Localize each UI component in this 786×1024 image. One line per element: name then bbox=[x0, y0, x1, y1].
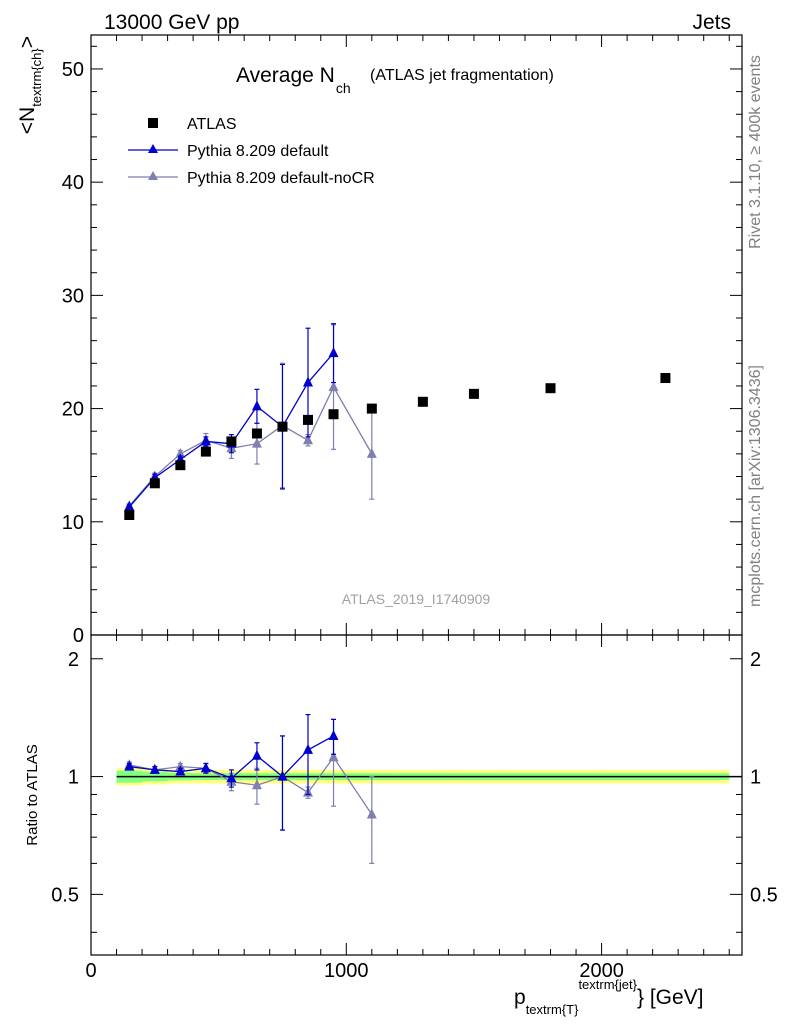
atlas-point bbox=[328, 409, 339, 420]
nocr-point bbox=[175, 447, 186, 458]
legend-default-label: Pythia 8.209 default bbox=[187, 143, 329, 160]
ratio-y-tick-label-right: 2 bbox=[750, 649, 761, 671]
ratio-plot-frame bbox=[90, 634, 743, 956]
main-y-label-sub: textrm{ch} bbox=[29, 48, 44, 107]
x-label-sub: textrm{T} bbox=[526, 1002, 579, 1017]
main-y-tick-label: 10 bbox=[62, 512, 84, 534]
default-point bbox=[200, 435, 211, 446]
ratio-y-tick-label-right: 1 bbox=[750, 767, 761, 789]
atlas-point bbox=[660, 373, 671, 384]
atlas-point bbox=[149, 478, 160, 489]
main-y-label-start: <N bbox=[16, 107, 39, 134]
atlas-point bbox=[226, 436, 237, 447]
nocr-point bbox=[328, 381, 339, 392]
default-point bbox=[251, 400, 262, 411]
ratio-y-tick-label: 2 bbox=[68, 649, 79, 671]
ratio-y-label: Ratio to ATLAS bbox=[24, 744, 41, 845]
ratio-default-point bbox=[124, 760, 135, 771]
x-label-sup: textrm{jet} bbox=[578, 977, 637, 992]
atlas-point bbox=[175, 460, 186, 471]
ratio-axis-ticks bbox=[90, 635, 742, 955]
main-data-layer bbox=[124, 323, 671, 520]
ratio-default-point bbox=[175, 765, 186, 776]
atlas-point bbox=[251, 428, 262, 439]
ratio-y-tick-label-right: 0.5 bbox=[750, 884, 778, 906]
ratio-nocr-line bbox=[129, 756, 373, 815]
legend-default-marker bbox=[148, 144, 158, 153]
header-beam-label: 13000 GeV pp bbox=[104, 11, 239, 34]
legend-nocr-marker bbox=[148, 171, 158, 180]
x-tick-label: 0 bbox=[85, 960, 96, 982]
ratio-data-layer bbox=[124, 713, 377, 864]
ratio-default-point bbox=[200, 762, 211, 773]
atlas-point bbox=[200, 446, 211, 457]
ratio-default-point bbox=[149, 763, 160, 774]
default-point bbox=[124, 501, 135, 512]
atlas-point bbox=[277, 421, 288, 432]
ratio-nocr-point bbox=[366, 808, 377, 819]
main-y-tick-label: 20 bbox=[62, 399, 84, 421]
main-axis-ticks bbox=[90, 35, 742, 636]
default-point bbox=[328, 347, 339, 358]
main-y-label-end: > bbox=[16, 36, 39, 48]
analysis-label: ATLAS_2019_I1740909 bbox=[342, 591, 491, 607]
x-label-p: p bbox=[514, 986, 526, 1009]
atlas-point bbox=[303, 414, 313, 425]
nocr-point bbox=[303, 434, 313, 445]
ratio-nocr-point bbox=[328, 751, 339, 762]
legend-atlas-marker bbox=[148, 118, 158, 128]
default-point bbox=[303, 376, 313, 387]
ratio-default-point bbox=[303, 743, 313, 754]
header-process-label: Jets bbox=[692, 11, 731, 34]
default-line bbox=[128, 352, 335, 508]
ratio-default-point bbox=[277, 770, 288, 781]
rivet-label: Rivet 3.1.10, ≥ 400k events bbox=[747, 55, 764, 249]
atlas-point bbox=[124, 510, 135, 520]
ratio-default-point bbox=[328, 729, 339, 740]
x-label-unit: } [GeV] bbox=[637, 986, 704, 1009]
nocr-point bbox=[251, 437, 262, 448]
atlas-point bbox=[545, 383, 556, 394]
legend-nocr-label: Pythia 8.209 default-noCR bbox=[187, 170, 375, 187]
ratio-default-point bbox=[251, 749, 262, 760]
x-tick-labels: 0 1000 2000 bbox=[85, 960, 623, 982]
mcplots-label: mcplots.cern.ch [arXiv:1306.3436] bbox=[747, 365, 764, 607]
main-title-text: Average N bbox=[236, 64, 335, 87]
main-y-tick-labels: 0 10 20 30 40 50 bbox=[62, 59, 84, 647]
atlas-point bbox=[417, 396, 428, 407]
main-title-sub: ch bbox=[336, 80, 351, 96]
atlas-point bbox=[468, 388, 479, 399]
main-y-label: <Ntextrm{ch}> bbox=[16, 36, 44, 134]
ratio-nocr-point bbox=[251, 779, 262, 790]
atlas-point bbox=[366, 403, 377, 414]
main-y-tick-label: 40 bbox=[62, 172, 84, 194]
nocr-point bbox=[366, 447, 377, 458]
nocr-line bbox=[128, 385, 373, 507]
main-title: Average Nch bbox=[236, 64, 351, 96]
ratio-y-tick-label: 1 bbox=[68, 767, 79, 789]
main-y-tick-label: 0 bbox=[73, 625, 84, 647]
x-tick-label: 2000 bbox=[579, 960, 624, 982]
x-tick-label: 1000 bbox=[324, 960, 369, 982]
main-y-tick-label: 50 bbox=[62, 59, 84, 81]
legend: ATLAS Pythia 8.209 default Pythia 8.209 … bbox=[128, 116, 375, 187]
ratio-default-point bbox=[226, 772, 237, 783]
main-title-extra: (ATLAS jet fragmentation) bbox=[370, 67, 554, 84]
x-axis-label: ptextrm{T} textrm{jet}} [GeV] bbox=[514, 977, 704, 1017]
ratio-y-tick-labels: 0.5 0.5 1 1 2 2 bbox=[51, 649, 778, 907]
ratio-y-tick-label: 0.5 bbox=[51, 884, 79, 906]
legend-atlas-label: ATLAS bbox=[187, 116, 237, 133]
main-y-tick-label: 30 bbox=[62, 285, 84, 307]
